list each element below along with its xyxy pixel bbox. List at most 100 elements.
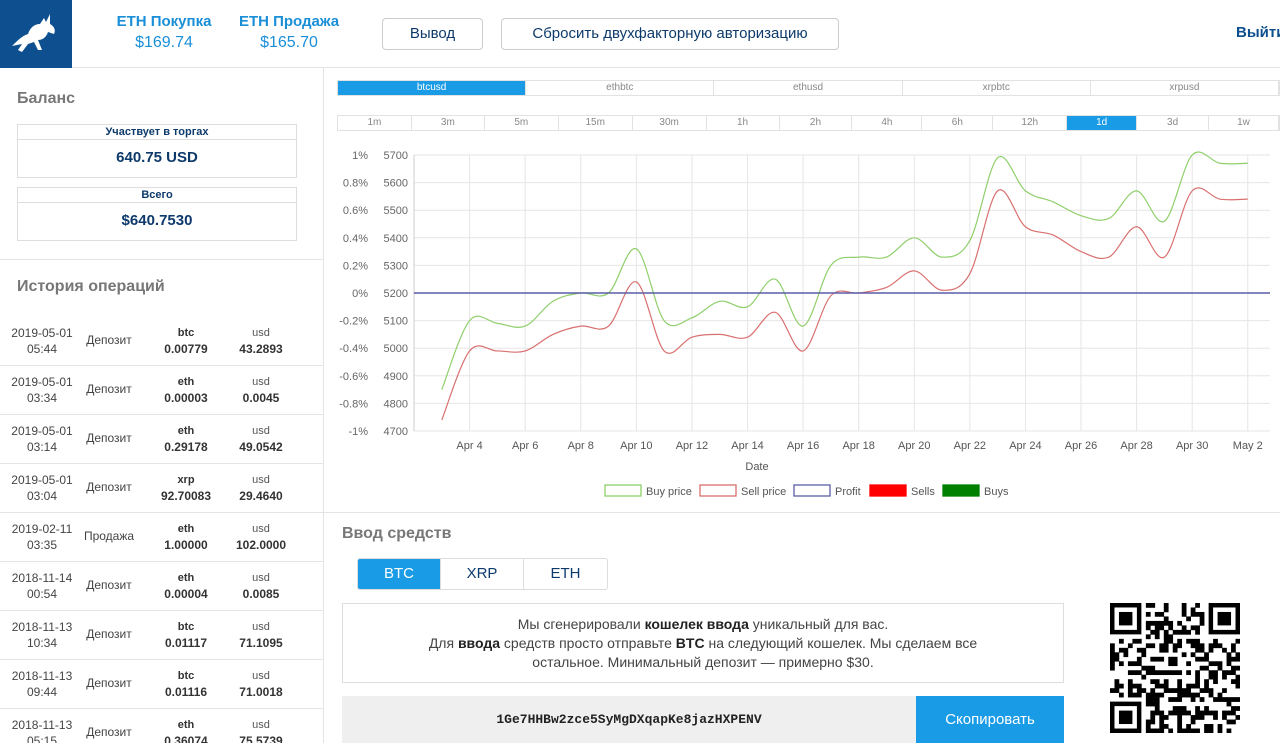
history-fiat-amount: 71.0018 [239, 685, 283, 699]
history-date: 2019-05-01 [11, 473, 73, 487]
history-fiat-name: usd [252, 719, 270, 731]
history-fiat-name: usd [252, 621, 270, 633]
timeframe-tab-3m[interactable]: 3m [412, 116, 485, 130]
series-line-buy-price [441, 151, 1248, 390]
history-fiat-name: usd [252, 670, 270, 682]
history-fiat-amount: 0.0045 [242, 391, 280, 405]
history-fiat-name: usd [252, 523, 270, 535]
pair-tab-ethbtc[interactable]: ethbtc [526, 81, 715, 95]
left-panel: Баланс Участвует в торгах 640.75 USD Все… [0, 68, 324, 743]
history-fiat: usd 0.0085 [230, 570, 292, 602]
y-tick-label-percent: -0.6% [339, 371, 368, 383]
trading-balance-value: 640.75 USD [116, 149, 198, 166]
timeframe-tab-30m[interactable]: 30m [633, 116, 707, 130]
history-fiat: usd 71.1095 [230, 619, 292, 651]
timeframe-tab-1d[interactable]: 1d [1067, 116, 1138, 130]
history-type: Депозит [86, 333, 132, 347]
y-tick-label-price: 5300 [384, 260, 408, 272]
pair-tab-btcusd[interactable]: btcusd [338, 81, 527, 95]
eth-buy-label: ETH Покупка [116, 13, 212, 30]
y-tick-label-percent: 0.4% [343, 233, 368, 245]
history-type: Депозит [86, 578, 132, 592]
y-tick-label-price: 5400 [384, 233, 408, 245]
pair-tab-xrpusd[interactable]: xrpusd [1091, 81, 1280, 95]
timeframe-tab-4h[interactable]: 4h [852, 116, 923, 130]
history-type: Депозит [86, 725, 132, 739]
y-tick-label-price: 5100 [384, 316, 408, 328]
eth-buy-price: ETH Покупка $169.74 [112, 13, 216, 52]
history-time: 09:44 [26, 685, 58, 699]
eth-sell-value: $165.70 [260, 34, 318, 51]
history-time: 05:15 [26, 734, 58, 743]
logo[interactable] [0, 0, 72, 68]
history-fiat: usd 75.5739 [230, 717, 292, 743]
info-text: средств просто отправьте [500, 635, 676, 651]
history-coin-name: btc [177, 670, 195, 682]
qr-code [1110, 603, 1241, 734]
history-coin: btc 0.01117 [155, 619, 217, 651]
bull-icon [12, 14, 55, 52]
top-header: ETH Покупка $169.74 ETH Продажа $165.70 … [0, 0, 1280, 68]
history-coin-name: eth [177, 376, 195, 388]
history-date: 2019-05-01 [11, 375, 73, 389]
logout-link[interactable]: Выйти [1236, 24, 1280, 41]
x-tick-label: May 2 [1233, 440, 1263, 452]
history-time: 03:35 [26, 538, 58, 552]
history-type: Депозит [86, 431, 132, 445]
eth-sell-label: ETH Продажа [238, 13, 340, 30]
history-datetime: 2019-05-01 05:44 [0, 325, 84, 357]
legend-swatch [869, 484, 907, 497]
currency-tab-eth[interactable]: ETH [550, 565, 581, 582]
pair-tab-xrpbtc[interactable]: xrpbtc [903, 81, 1091, 95]
qr-pattern [1110, 603, 1241, 734]
history-datetime: 2018-11-13 09:44 [0, 668, 84, 700]
y-tick-label-price: 5700 [384, 150, 408, 162]
history-coin: xrp 92.70083 [155, 472, 217, 504]
history-row: 2019-05-01 03:14 Депозит eth 0.29178 usd 49.05… [0, 415, 323, 464]
deposit-info: Мы сгенерировали кошелек ввода уникальны… [342, 603, 1064, 683]
deposit-info-line2: Для ввода средств просто отправьте BTC н… [343, 634, 1063, 653]
divider [0, 259, 323, 260]
history-time: 03:34 [26, 391, 58, 405]
price-chart: 4700 -1% 4800 -0.8% 4900 -0.6% 5000 -0.4% 5100 -0… [324, 138, 1280, 510]
timeframe-tab-6h[interactable]: 6h [922, 116, 994, 130]
timeframe-tab-15m[interactable]: 15m [559, 116, 633, 130]
currency-tab-xrp[interactable]: XRP [441, 559, 524, 589]
history-fiat: usd 71.0018 [230, 668, 292, 700]
history-time: 10:34 [26, 636, 58, 650]
history-coin-amount: 0.36074 [164, 734, 208, 743]
history-time: 03:04 [26, 489, 58, 503]
x-tick-label: Apr 8 [568, 440, 594, 452]
x-tick-label: Apr 26 [1065, 440, 1097, 452]
x-tick-label: Apr 12 [676, 440, 708, 452]
timeframe-tab-1m[interactable]: 1m [338, 116, 412, 130]
x-tick-label: Apr 22 [954, 440, 986, 452]
timeframe-tab-3d[interactable]: 3d [1137, 116, 1210, 130]
currency-tab-btc[interactable]: BTC [358, 559, 441, 589]
x-tick-label: Apr 30 [1176, 440, 1208, 452]
timeframe-tab-2h[interactable]: 2h [780, 116, 853, 130]
total-balance-box: Всего $640.7530 [17, 187, 297, 241]
pair-tab-ethusd[interactable]: ethusd [714, 81, 903, 95]
total-balance-label: Всего [18, 188, 296, 203]
history-fiat-name: usd [252, 474, 270, 486]
timeframe-tab-12h[interactable]: 12h [993, 116, 1068, 130]
history-row: 2019-05-01 05:44 Депозит btc 0.00779 usd 43.28… [0, 317, 323, 366]
withdraw-button[interactable]: Вывод [382, 18, 483, 50]
y-tick-label-price: 4900 [384, 371, 408, 383]
history-time: 03:14 [26, 440, 58, 454]
deposit-info-line3: остальное. Минимальный депозит — примерн… [532, 654, 874, 670]
history-datetime: 2018-11-14 00:54 [0, 570, 84, 602]
timeframe-tab-5m[interactable]: 5m [485, 116, 559, 130]
copy-address-button[interactable]: Скопировать [916, 696, 1064, 743]
history-coin-name: xrp [177, 474, 195, 486]
timeframe-tab-1h[interactable]: 1h [707, 116, 780, 130]
timeframe-tab-1w[interactable]: 1w [1209, 116, 1279, 130]
x-tick-label: Apr 18 [842, 440, 874, 452]
legend-swatch [942, 484, 980, 497]
wallet-address[interactable]: 1Ge7HHBw2zce5SyMgDXqapKe8jazHXPENV [342, 696, 916, 743]
history-datetime: 2018-11-13 05:15 [0, 717, 84, 743]
reset-2fa-button[interactable]: Сбросить двухфакторную авторизацию [501, 18, 839, 50]
history-datetime: 2019-02-11 03:35 [0, 521, 84, 553]
legend-label: Profit [835, 486, 861, 498]
